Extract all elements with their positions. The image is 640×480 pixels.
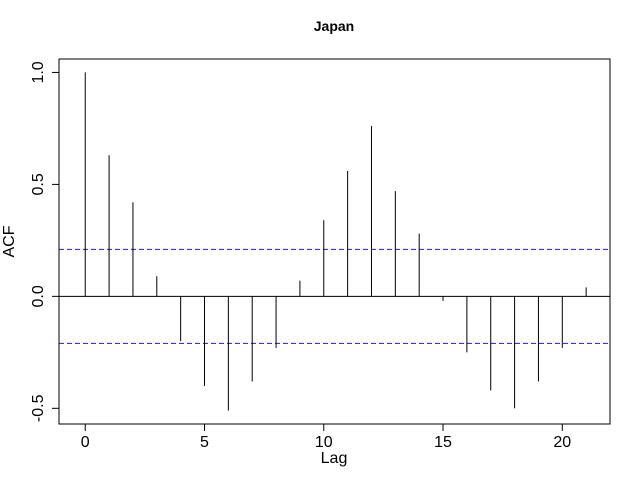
x-tick-label: 5 [200,434,209,451]
x-tick-label: 20 [553,434,571,451]
y-tick-label: 0.0 [30,285,47,307]
y-axis-label: ACF [1,225,18,257]
chart-title: Japan [314,18,354,34]
y-tick-label: -0.5 [30,394,47,422]
x-axis-label: Lag [321,450,348,467]
y-tick-label: 0.5 [30,173,47,195]
x-axis: 0 5 10 15 20 [81,423,571,451]
x-tick-label: 0 [81,434,90,451]
x-tick-label: 10 [315,434,333,451]
plot-marks [59,72,610,411]
plot-frame [58,58,611,425]
x-tick-label: 15 [434,434,452,451]
y-axis: -0.5 0.0 0.5 1.0 [30,61,60,422]
y-tick-label: 1.0 [30,61,47,83]
